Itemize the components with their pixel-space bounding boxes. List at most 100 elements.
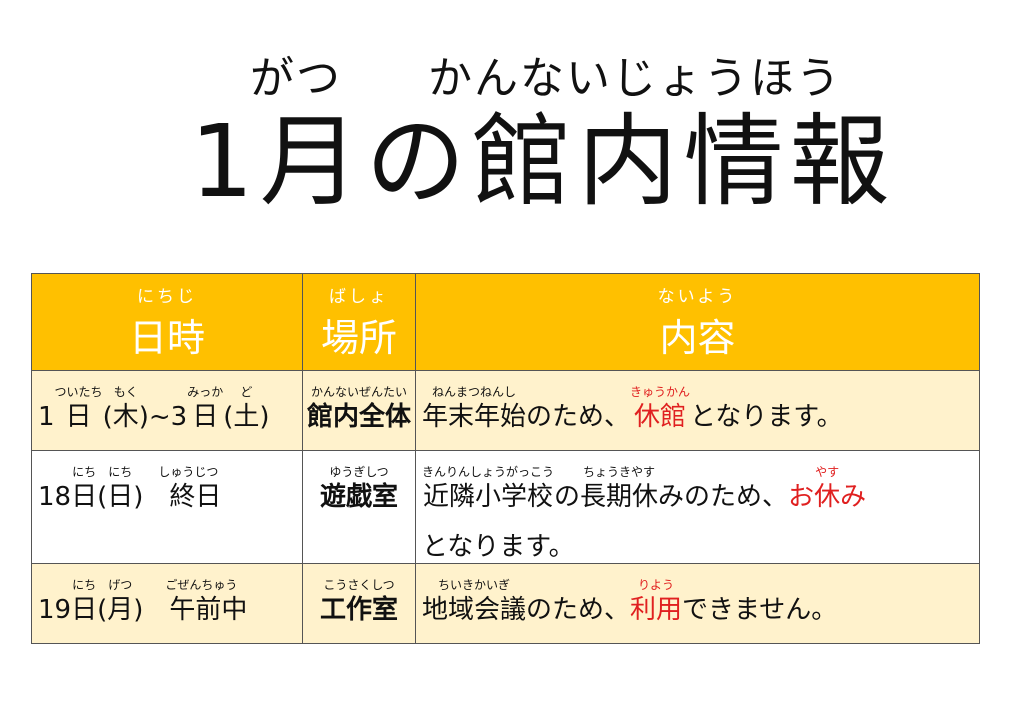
- furigana: ど: [240, 385, 253, 399]
- segment-text: 遊戯室: [319, 482, 398, 512]
- table-row: 1 ついたち日もく (木) ~3 みっか日ど (土) かんないぜんたい 館内全体 ねんまつねんし…: [31, 370, 980, 451]
- segment-text: 長期休: [580, 482, 659, 512]
- ruby-segment: お: [788, 463, 814, 513]
- segment-text: 日: [192, 402, 219, 432]
- furigana: ゆうぎしつ: [329, 465, 389, 479]
- furigana: ちょうきやす: [583, 465, 656, 479]
- furigana: もく: [113, 385, 138, 399]
- segment-text: (日): [97, 482, 144, 512]
- ruby-segment: となります。: [690, 383, 843, 433]
- furigana: ねんまつねんし: [432, 385, 517, 399]
- ruby-segment: にち (日): [97, 463, 143, 513]
- segment-text: 近隣小学校: [423, 482, 554, 512]
- ruby-segment: しゅうじつ 終日: [143, 463, 221, 513]
- table-header-row: にちじ日時 ばしょ場所 ないよう内容: [31, 273, 980, 371]
- furigana: きんりんしょうがっこう: [422, 465, 555, 479]
- header-ruby: ないよう: [657, 287, 738, 307]
- ruby-segment: のため、: [526, 576, 630, 626]
- segment-text: (土): [223, 402, 270, 432]
- furigana: ちいきかいぎ: [438, 578, 511, 592]
- furigana: こうさくしつ: [323, 578, 395, 592]
- ruby-segment: 19: [38, 576, 71, 626]
- segment-text: み: [840, 482, 867, 512]
- header-ruby: にちじ: [137, 287, 197, 307]
- ruby-segment: ~3: [149, 383, 187, 433]
- segment-text: お: [788, 482, 815, 512]
- segment-text: みのため、: [658, 482, 789, 512]
- ruby-segment: やす休: [814, 463, 840, 513]
- segment-text: 館内全体: [306, 402, 411, 432]
- header-label: 場所: [320, 316, 397, 360]
- segment-text: のため、: [526, 595, 631, 625]
- date-cell: 19 にち日げつ (月) ごぜんちゅう 午前中: [31, 563, 303, 644]
- segment-text: 工作室: [319, 595, 398, 625]
- header-label: 日時: [128, 316, 205, 360]
- segment-text: のため、: [526, 402, 631, 432]
- ruby-segment: の: [554, 463, 580, 513]
- segment-text: 日: [71, 482, 98, 512]
- segment-text: 19: [38, 595, 72, 625]
- header-datetime: にちじ 日時: [31, 273, 303, 371]
- furigana: みっか: [187, 385, 224, 399]
- ruby-segment: みのため、: [658, 463, 788, 513]
- header-label: 内容: [659, 316, 736, 360]
- header-place: ばしょ 場所: [302, 273, 416, 371]
- segment-text: (月): [97, 595, 144, 625]
- segment-text: 利用: [630, 595, 683, 625]
- info-table: にちじ 日時 ばしょ 場所 ないよう 内容 1 ついたち日もく (木) ~3 みっか日ど (土)…: [31, 273, 980, 644]
- furigana: かんないぜんたい: [310, 385, 407, 399]
- title-ruby-rest: かんないじょうほう: [428, 53, 842, 104]
- ruby-segment: ゆうぎしつ 遊戯室: [320, 463, 398, 513]
- table-row: 19 にち日げつ (月) ごぜんちゅう 午前中 こうさくしつ 工作室 ちいきかいぎ 地域会議…: [31, 563, 980, 644]
- furigana: しゅうじつ: [146, 465, 219, 479]
- ruby-segment: ごぜんちゅう 午前中: [143, 576, 247, 626]
- page-title: 1月の館内情報: [190, 103, 896, 220]
- ruby-segment: 18: [38, 463, 71, 513]
- ruby-segment: きゅうかん 休館: [630, 383, 690, 433]
- segment-text: の: [554, 482, 581, 512]
- place-cell: ゆうぎしつ 遊戯室: [302, 450, 416, 564]
- date-cell: 1 ついたち日もく (木) ~3 みっか日ど (土): [31, 370, 303, 451]
- furigana: にち: [108, 465, 133, 479]
- content-cell: きんりんしょうがっこう近隣小学校のちょうきやす長期休 みのため、おやす休みとなりま…: [415, 450, 980, 564]
- ruby-segment: かんないぜんたい館内全体: [307, 383, 411, 433]
- ruby-segment: にち日: [71, 463, 97, 513]
- ruby-segment: こうさくしつ 工作室: [320, 576, 398, 626]
- furigana: りよう: [638, 578, 675, 592]
- furigana: にち: [72, 465, 97, 479]
- furigana: げつ: [108, 578, 133, 592]
- segment-text: となります。: [690, 402, 843, 432]
- furigana: ついたち: [54, 385, 103, 399]
- segment-text: 年末年始: [422, 402, 527, 432]
- segment-text: となります。: [422, 532, 575, 562]
- ruby-segment: ねんまつねんし年末年始: [422, 383, 526, 433]
- ruby-segment: ついたち日: [55, 383, 103, 433]
- ruby-segment: できません。: [682, 576, 837, 626]
- header-ruby: ばしょ: [329, 287, 389, 307]
- place-cell: かんないぜんたい館内全体: [302, 370, 416, 451]
- furigana: ごぜんちゅう: [153, 578, 238, 592]
- segment-text: ~3: [148, 402, 188, 432]
- segment-text: 午前中: [143, 595, 248, 625]
- table-row: 18 にち日にち (日) しゅうじつ 終日 ゆうぎしつ 遊戯室 きんりんしょうがっこう 近隣…: [31, 450, 980, 564]
- segment-text: 日: [65, 402, 92, 432]
- header-content: ないよう 内容: [415, 273, 980, 371]
- segment-text: 地域会議: [422, 595, 527, 625]
- ruby-segment: もく (木): [103, 383, 149, 433]
- segment-text: 1: [38, 402, 55, 432]
- date-cell: 18 にち日にち (日) しゅうじつ 終日: [31, 450, 303, 564]
- ruby-segment: にち日: [71, 576, 97, 626]
- segment-text: 終日: [143, 482, 222, 512]
- segment-text: 休館: [634, 402, 687, 432]
- segment-text: 日: [71, 595, 98, 625]
- ruby-segment: きんりんしょうがっこう近隣小学校: [422, 463, 554, 513]
- segment-text: (木): [102, 402, 149, 432]
- furigana: やす: [815, 465, 840, 479]
- ruby-segment: となります。: [422, 513, 575, 563]
- segment-text: 18: [38, 482, 72, 512]
- ruby-segment: げつ (月): [97, 576, 143, 626]
- content-cell: ねんまつねんし年末年始 のため、 きゅうかん 休館 となります。: [415, 370, 980, 451]
- content-cell: ちいきかいぎ地域会議 のため、 りよう利用 できません。: [415, 563, 980, 644]
- ruby-segment: のため、: [526, 383, 630, 433]
- ruby-segment: みっか日: [187, 383, 223, 433]
